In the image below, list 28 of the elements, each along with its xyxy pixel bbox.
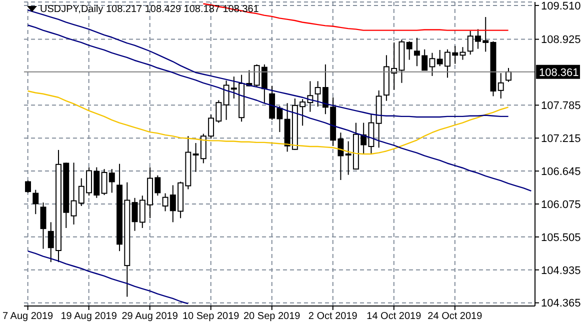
y-tick-label: 106.075 bbox=[541, 198, 581, 211]
y-tick-label: 104.935 bbox=[541, 264, 581, 277]
y-tick-label: 106.645 bbox=[541, 166, 581, 178]
y-tick-label: 105.505 bbox=[541, 232, 581, 244]
candlestick bbox=[406, 40, 412, 60]
line-series bbox=[27, 24, 532, 192]
candlestick bbox=[108, 168, 115, 194]
x-tick-label: 19 Aug 2019 bbox=[60, 311, 118, 322]
x-tick-label: 10 Sep 2019 bbox=[182, 311, 240, 322]
x-tick-label: 7 Aug 2019 bbox=[2, 311, 54, 322]
line-series bbox=[27, 250, 189, 304]
x-tick-label: 14 Oct 2019 bbox=[366, 311, 422, 322]
candlestick bbox=[101, 168, 108, 196]
ref-line-label: 108.361 bbox=[539, 66, 579, 79]
candlestick bbox=[40, 202, 46, 250]
y-tick-label: 108.925 bbox=[541, 34, 581, 46]
candlestick bbox=[32, 189, 39, 215]
y-tick-label: 107.215 bbox=[541, 133, 581, 146]
y-tick-label: 107.785 bbox=[541, 100, 581, 112]
candlestick bbox=[25, 180, 31, 194]
y-tick-label: 104.365 bbox=[541, 298, 581, 310]
x-tick-label: 20 Sep 2019 bbox=[244, 311, 301, 322]
x-tick-label: 29 Aug 2019 bbox=[122, 311, 178, 322]
candlestick bbox=[498, 72, 504, 100]
y-tick-label: 109.510 bbox=[541, 0, 581, 12]
candlestick bbox=[70, 162, 77, 226]
x-tick-label: 24 Oct 2019 bbox=[428, 311, 483, 322]
x-tick-label: 2 Oct 2019 bbox=[308, 311, 358, 322]
